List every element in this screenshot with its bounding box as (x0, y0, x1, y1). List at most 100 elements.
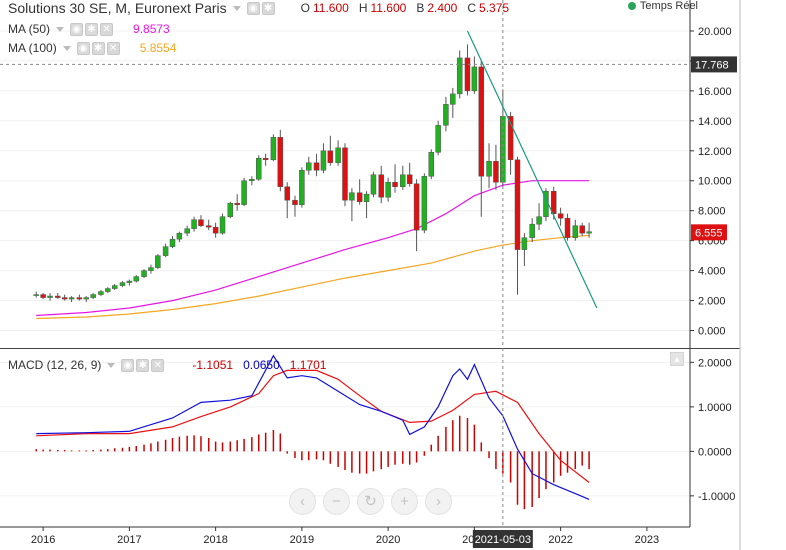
macd-tick-label: 2.0000 (698, 357, 732, 369)
time-tick-label: 2016 (31, 534, 55, 546)
trendline-segment (466, 30, 598, 309)
chevron-down-icon[interactable] (232, 5, 241, 11)
macd-legend: MACD (12, 26, 9) ◉ ✱ ✕ -1.1051 0.0650 1.… (8, 358, 326, 372)
close-icon[interactable]: ✕ (100, 22, 114, 36)
chevron-down-icon[interactable] (107, 362, 116, 368)
gear-icon[interactable]: ✱ (85, 22, 99, 36)
last-price-box (691, 224, 727, 241)
candle-up (486, 161, 492, 177)
ma50-value: 9.8573 (133, 22, 170, 36)
gear-icon[interactable]: ✱ (261, 1, 275, 15)
eye-icon[interactable]: ◉ (121, 358, 135, 372)
candle-down (277, 137, 284, 187)
realtime-indicator: Temps Réel (627, 0, 698, 12)
price-tick-label: 14.000 (698, 116, 732, 128)
candle-up (349, 192, 355, 201)
macd-tick-label: 1.0000 (698, 402, 732, 414)
candle-up (119, 282, 126, 286)
candle-up (249, 178, 255, 181)
close-icon[interactable]: ✕ (151, 358, 165, 372)
ma50-line (36, 180, 590, 317)
candle-down (61, 297, 68, 300)
candle-up (33, 294, 39, 296)
candle-down (507, 116, 514, 161)
eye-icon[interactable]: ◉ (76, 41, 90, 55)
zoom-in-button[interactable]: + (391, 488, 418, 515)
candle-down (557, 213, 564, 219)
candle-up (435, 125, 441, 153)
price-axis: 20.00018.00016.00014.00012.00010.0008.00… (690, 26, 732, 338)
candle-up (162, 246, 169, 256)
scroll-right-button[interactable]: › (425, 488, 452, 515)
price-tick-label: 20.000 (698, 26, 732, 38)
instrument-title[interactable]: Solutions 30 SE, M, Euronext Paris (8, 0, 227, 16)
macd-histogram (35, 415, 590, 510)
ma100-value: 5.8554 (139, 41, 177, 55)
candle-down (342, 147, 348, 201)
macd-lines (36, 354, 590, 500)
candle-down (262, 158, 269, 161)
macd-grid (0, 361, 690, 497)
candle-down (550, 190, 557, 214)
candle-down (413, 183, 420, 231)
candle-up (141, 270, 147, 277)
candle-up (241, 180, 247, 205)
eye-icon[interactable]: ◉ (246, 1, 260, 15)
candle-down (564, 217, 571, 238)
close-icon[interactable]: ✕ (106, 41, 120, 55)
gear-icon[interactable]: ✱ (91, 41, 105, 55)
candle-up (169, 238, 176, 247)
candle-down (392, 181, 398, 187)
candle-down (55, 295, 61, 298)
candle-up (133, 276, 140, 282)
chevron-down-icon[interactable] (62, 45, 71, 51)
candle-up (450, 93, 456, 105)
realtime-label: Temps Réel (639, 0, 698, 12)
ma50-label[interactable]: MA (50) (8, 22, 51, 36)
time-axis: 20162017201820192020202120222023 (31, 527, 659, 546)
time-tick-label: 2020 (376, 534, 400, 546)
macd-label[interactable]: MACD (12, 26, 9) (8, 358, 102, 372)
candle-down (327, 150, 334, 164)
macd-line (36, 354, 590, 500)
price-tick-label: 0.000 (698, 326, 726, 338)
candle-down (205, 225, 212, 228)
moving-average-lines (36, 180, 590, 320)
candle-up (90, 294, 96, 298)
maximize-pane-icon[interactable]: ▲ (670, 352, 684, 366)
candle-up (155, 255, 161, 268)
axis-markers: 17.768 6.555 2021-05-03 (0, 0, 737, 548)
candle-up (335, 147, 341, 164)
candle-up (47, 295, 53, 298)
crosshair-price-box (691, 56, 737, 73)
time-tick-label: 2018 (203, 534, 227, 546)
chart-frame (0, 0, 741, 550)
candle-down (579, 225, 585, 234)
crosshair-date-box (472, 530, 533, 548)
candle-down (493, 161, 499, 183)
candle-down (514, 159, 521, 250)
macd-signal-value: 1.1701 (289, 358, 327, 372)
eye-icon[interactable]: ◉ (70, 22, 84, 36)
scroll-left-button[interactable]: ‹ (289, 488, 316, 515)
candle-down (378, 174, 384, 198)
low-value: 2.400 (427, 1, 458, 15)
chevron-down-icon[interactable] (56, 26, 65, 32)
zoom-out-button[interactable]: − (323, 488, 350, 515)
macd-signal-line (36, 369, 590, 483)
candle-up (363, 193, 370, 202)
ma100-label[interactable]: MA (100) (8, 41, 57, 55)
candle-up (320, 150, 327, 171)
candle-up (400, 174, 406, 187)
reset-button[interactable]: ↻ (357, 488, 384, 515)
candle-down (464, 57, 471, 92)
live-dot-icon (627, 2, 636, 10)
gear-icon[interactable]: ✱ (136, 358, 150, 372)
candle-down (292, 199, 298, 205)
crosshair-date-label: 2021-05-03 (475, 534, 531, 546)
macd-histogram-value: -1.1051 (192, 358, 234, 372)
candle-down (198, 219, 204, 226)
last-price-label: 6.555 (695, 227, 723, 239)
price-tick-label: 10.000 (698, 176, 732, 188)
